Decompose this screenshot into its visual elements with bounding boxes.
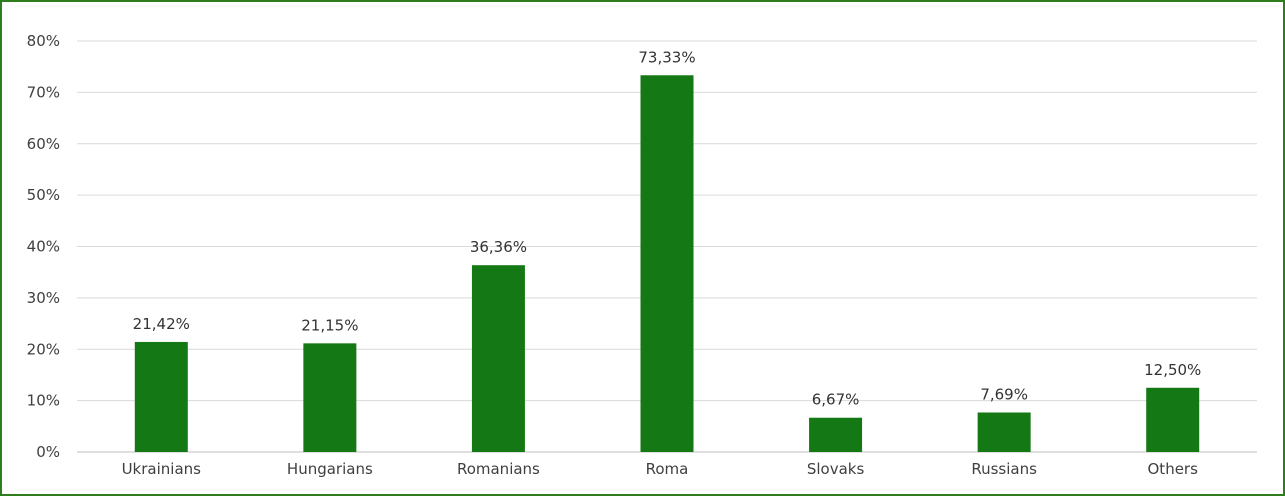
data-label: 36,36% <box>470 238 527 256</box>
y-tick-label: 80% <box>27 32 60 50</box>
data-label: 6,67% <box>812 391 860 409</box>
y-tick-label: 70% <box>27 83 60 101</box>
bar-others <box>1146 387 1200 452</box>
x-axis-categories: Ukrainians Hungarians Romanians Roma Slovaks… <box>122 460 1199 478</box>
data-label: 73,33% <box>638 48 695 66</box>
x-category-label: Others <box>1148 460 1199 478</box>
bar-roma <box>640 75 694 453</box>
x-category-label: Romanians <box>457 460 540 478</box>
y-tick-label: 60% <box>27 135 60 153</box>
y-axis-ticks: 0% 10% 20% 30% 40% 50% 60% 70% 80% <box>27 32 60 461</box>
data-labels: 21,42% 21,15% 36,36% 73,33% 6,67% 7,69% 12,50% <box>133 48 1202 408</box>
bar-romanians <box>471 265 525 452</box>
data-label: 21,15% <box>301 316 358 334</box>
y-tick-label: 20% <box>27 340 60 358</box>
x-category-label: Russians <box>971 460 1037 478</box>
x-category-label: Roma <box>646 460 689 478</box>
x-category-label: Ukrainians <box>122 460 202 478</box>
bar-ukrainians <box>134 341 188 452</box>
bars <box>134 75 1200 453</box>
data-label: 7,69% <box>980 385 1028 403</box>
data-label: 21,42% <box>133 315 190 333</box>
bar-russians <box>977 412 1031 452</box>
y-tick-label: 50% <box>27 186 60 204</box>
y-tick-label: 30% <box>27 289 60 307</box>
y-tick-label: 0% <box>36 443 60 461</box>
bar-slovaks <box>809 417 863 452</box>
bar-hungarians <box>303 343 357 452</box>
y-tick-label: 10% <box>27 392 60 410</box>
x-category-label: Hungarians <box>287 460 373 478</box>
x-category-label: Slovaks <box>807 460 865 478</box>
data-label: 12,50% <box>1144 361 1201 379</box>
y-tick-label: 40% <box>27 238 60 256</box>
